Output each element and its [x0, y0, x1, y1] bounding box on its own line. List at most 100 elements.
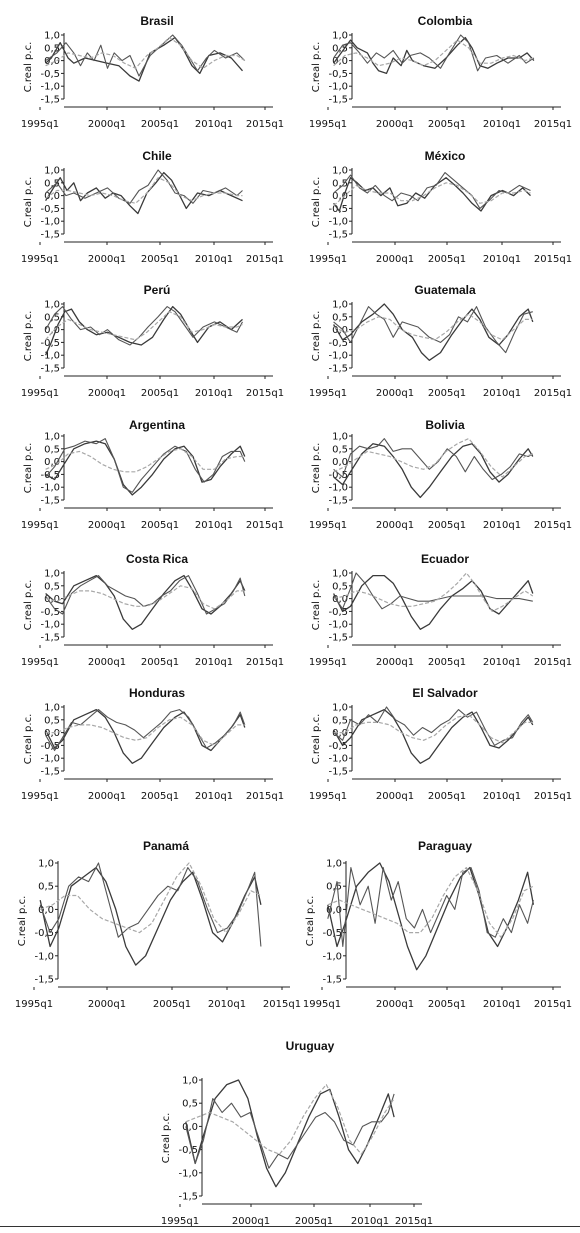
panel-title: El Salvador	[412, 686, 478, 700]
x-tick-label: 2005q1	[141, 119, 179, 130]
y-tick-label: -0,5	[328, 470, 348, 481]
x-tick-label: 2015q1	[263, 999, 301, 1010]
panel-el-salvador: El Salvador 1,00,5 0,0 -0,5 -1,0 -1,5 C.real p…	[309, 686, 572, 802]
series-line-3	[45, 585, 245, 610]
y-tick-label: -1,5	[40, 364, 60, 375]
y-tick-label: 1,0	[182, 1076, 198, 1087]
x-tick-label: 2010q1	[483, 119, 521, 130]
x-tick-label: 2015q1	[534, 520, 572, 531]
x-tick-label: 2015q1	[246, 791, 284, 802]
x-tick-label: 1995q1	[21, 791, 59, 802]
y-tick-label: -0,5	[40, 69, 60, 80]
x-tick-label: 1995q1	[161, 1216, 199, 1227]
series-line-3	[327, 867, 534, 938]
x-tick-label: 2005q1	[428, 520, 466, 531]
x-tick-label: 2010q1	[195, 254, 233, 265]
y-tick-label: -0,5	[328, 338, 348, 349]
y-tick-label: -0,5	[34, 928, 54, 939]
panel-bolivia: Bolivia 1,00,5 0,0 -0,5 -1,0 -1,5 C.real p.c. 1…	[309, 418, 572, 531]
panel-title: Argentina	[129, 418, 185, 432]
y-axis-label: C.real p.c.	[305, 896, 316, 947]
x-tick-label: 2010q1	[483, 388, 521, 399]
x-tick-label: 1995q1	[309, 657, 347, 668]
x-tick-label: 2000q1	[376, 999, 414, 1010]
x-tick-label: 2010q1	[483, 999, 521, 1010]
panel-title: Honduras	[129, 686, 185, 700]
x-tick-label: 2000q1	[232, 1216, 270, 1227]
y-axis-label: C.real p.c.	[311, 714, 322, 765]
y-tick-label: -1,0	[40, 483, 60, 494]
y-tick-label: 0,0	[44, 56, 60, 67]
x-tick-label: 2010q1	[195, 388, 233, 399]
y-tick-label: -1,5	[40, 95, 60, 106]
series-line-1	[327, 862, 535, 971]
y-tick-label: -1,5	[328, 364, 348, 375]
x-tick-label: 2000q1	[376, 657, 414, 668]
y-tick-label: 0,5	[332, 581, 348, 592]
series-line-2	[327, 867, 534, 948]
x-tick-label: 2015q1	[534, 119, 572, 130]
x-tick-label: 1995q1	[21, 388, 59, 399]
x-tick-label: 2000q1	[376, 254, 414, 265]
y-tick-label: -1,5	[178, 1192, 198, 1203]
series-line-1	[39, 866, 262, 966]
series-line-2	[333, 306, 533, 354]
series-line-1	[333, 574, 534, 630]
x-tick-label: 2010q1	[483, 520, 521, 531]
x-tick-label: 2010q1	[195, 119, 233, 130]
series-line-2	[333, 172, 531, 209]
x-tick-label: 2005q1	[428, 657, 466, 668]
x-tick-label: 2000q1	[88, 657, 126, 668]
series-line-2	[45, 34, 246, 77]
x-tick-label: 2010q1	[195, 791, 233, 802]
x-tick-label: 2015q1	[246, 388, 284, 399]
series-line-1	[333, 303, 534, 361]
series-line-2	[45, 306, 243, 346]
y-tick-label: -1,5	[322, 975, 342, 986]
x-tick-label: 2000q1	[88, 520, 126, 531]
y-tick-label: -0,5	[178, 1145, 198, 1156]
x-tick-label: 1995q1	[309, 254, 347, 265]
panel-title: Chile	[142, 149, 172, 163]
y-tick-label: -1,5	[40, 767, 60, 778]
x-tick-label: 2005q1	[141, 657, 179, 668]
panel-uruguay: Uruguay 1,0 0,5 0,0 -0,5 -1,0 -1,5 C.real p.c. 1…	[161, 1039, 433, 1227]
y-tick-label: -0,5	[40, 607, 60, 618]
series-line-1	[333, 36, 535, 75]
series-line-2	[45, 575, 246, 615]
y-tick-label: -1,0	[40, 82, 60, 93]
x-tick-label: 2000q1	[88, 388, 126, 399]
x-tick-label: 2010q1	[351, 1216, 389, 1227]
panel-honduras: Honduras 1,00,5 0,0 -0,5 -1,0 -1,5 C.real p.c.…	[21, 686, 284, 802]
panel-title: Paraguay	[418, 839, 472, 853]
panel-title: Ecuador	[421, 552, 469, 566]
y-tick-label: -1,5	[40, 633, 60, 644]
y-tick-label: -1,5	[328, 633, 348, 644]
x-tick-label: 2005q1	[428, 388, 466, 399]
y-tick-label: 0,0	[332, 191, 348, 202]
y-tick-label: 0,5	[326, 882, 342, 893]
y-tick-label: -0,5	[40, 741, 60, 752]
y-tick-label: 0,5	[44, 178, 60, 189]
x-tick-label: 2005q1	[141, 791, 179, 802]
y-tick-label: 1,0	[38, 859, 54, 870]
y-tick-label: 0,0	[44, 728, 60, 739]
y-tick-label: 0,0	[332, 457, 348, 468]
x-tick-label: 1995q1	[309, 119, 347, 130]
y-tick-label: 0,0	[44, 457, 60, 468]
x-tick-label: 2015q1	[246, 119, 284, 130]
panel-title: México	[425, 149, 466, 163]
y-tick-label: -1,0	[34, 951, 54, 962]
y-axis-label: C.real p.c.	[23, 443, 34, 494]
x-tick-label: 2005q1	[428, 119, 466, 130]
y-tick-label: -0,5	[40, 204, 60, 215]
x-tick-label: 2010q1	[483, 657, 521, 668]
y-tick-label: -0,5	[40, 470, 60, 481]
series-line-1	[45, 708, 246, 764]
y-tick-label: -1,5	[328, 767, 348, 778]
series-line-1	[333, 177, 531, 212]
y-tick-label: 0,5	[44, 43, 60, 54]
